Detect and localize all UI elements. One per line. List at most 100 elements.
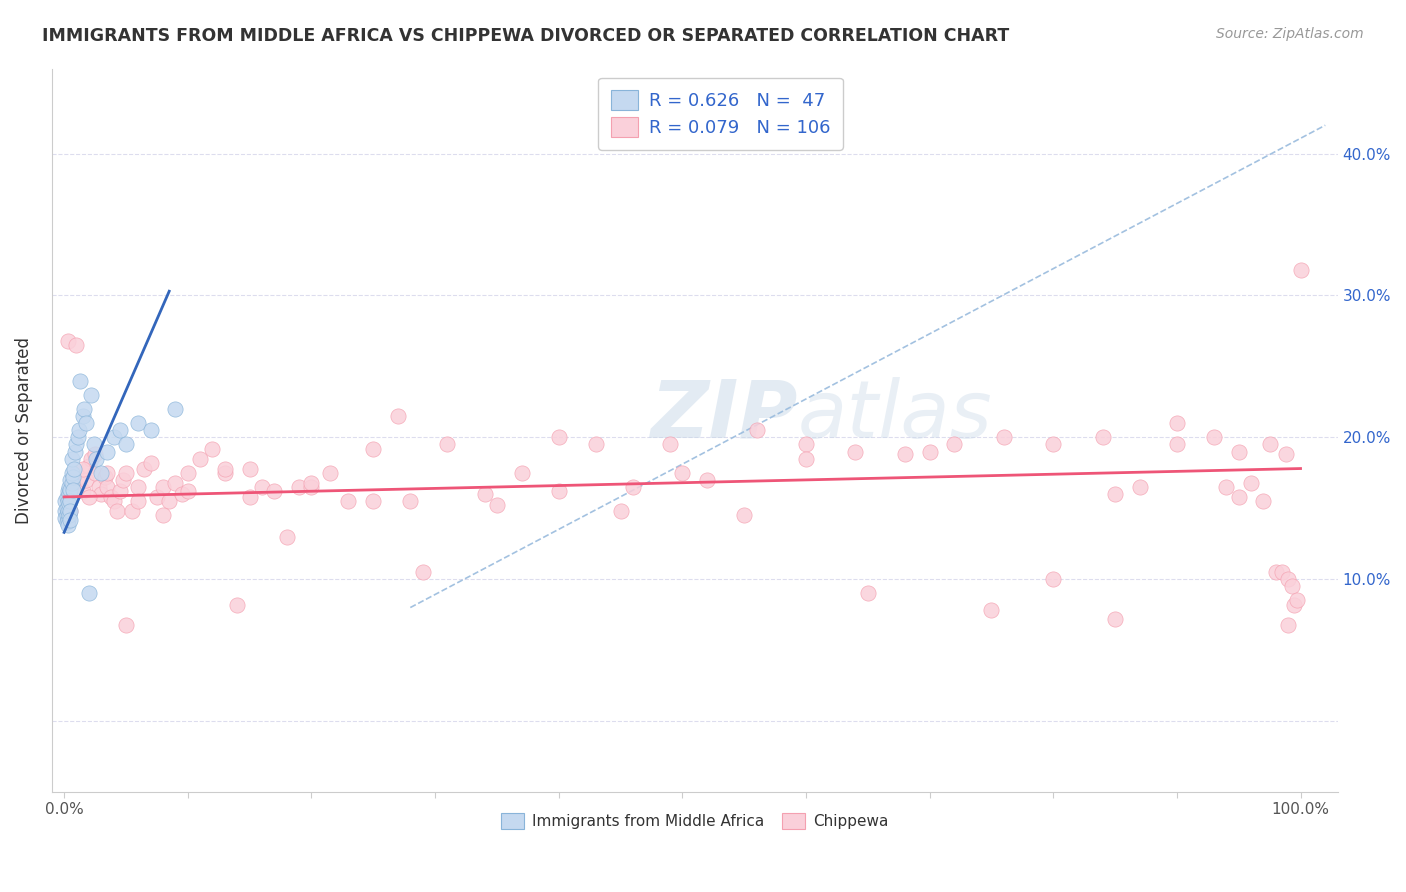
Point bbox=[94, 470, 117, 484]
Point bbox=[121, 504, 143, 518]
Point bbox=[794, 437, 817, 451]
Point bbox=[112, 473, 135, 487]
Point bbox=[1166, 437, 1188, 451]
Point bbox=[146, 490, 169, 504]
Point bbox=[75, 416, 97, 430]
Point bbox=[1271, 565, 1294, 579]
Point bbox=[387, 409, 409, 423]
Point bbox=[103, 494, 125, 508]
Point bbox=[412, 565, 434, 579]
Point bbox=[58, 480, 80, 494]
Point bbox=[201, 442, 224, 456]
Point bbox=[250, 480, 273, 494]
Point bbox=[609, 504, 631, 518]
Point bbox=[794, 451, 817, 466]
Point bbox=[1091, 430, 1114, 444]
Legend: Immigrants from Middle Africa, Chippewa: Immigrants from Middle Africa, Chippewa bbox=[495, 806, 894, 835]
Point bbox=[152, 480, 174, 494]
Point bbox=[214, 466, 236, 480]
Point bbox=[139, 423, 162, 437]
Point bbox=[73, 401, 96, 416]
Point bbox=[943, 437, 966, 451]
Point bbox=[115, 617, 138, 632]
Point bbox=[1274, 447, 1296, 461]
Point bbox=[1042, 437, 1064, 451]
Point bbox=[115, 437, 138, 451]
Point bbox=[299, 480, 322, 494]
Point bbox=[67, 475, 90, 490]
Point bbox=[100, 490, 122, 504]
Point bbox=[918, 444, 941, 458]
Point bbox=[62, 483, 84, 497]
Point bbox=[671, 466, 693, 480]
Point bbox=[56, 484, 79, 499]
Point bbox=[59, 504, 82, 518]
Point bbox=[60, 475, 83, 490]
Point bbox=[65, 437, 87, 451]
Point bbox=[56, 504, 79, 518]
Point bbox=[96, 480, 118, 494]
Point bbox=[103, 430, 125, 444]
Point bbox=[177, 466, 200, 480]
Point bbox=[56, 334, 79, 348]
Point bbox=[58, 497, 80, 511]
Point bbox=[659, 437, 682, 451]
Point bbox=[53, 494, 76, 508]
Point bbox=[856, 586, 879, 600]
Point bbox=[59, 504, 82, 518]
Point bbox=[63, 461, 86, 475]
Point bbox=[53, 511, 76, 525]
Point bbox=[1277, 572, 1299, 586]
Point bbox=[87, 480, 110, 494]
Point bbox=[108, 484, 131, 499]
Point bbox=[65, 466, 87, 480]
Point bbox=[139, 456, 162, 470]
Point bbox=[58, 487, 80, 501]
Point bbox=[59, 473, 82, 487]
Point bbox=[1129, 480, 1152, 494]
Point bbox=[319, 466, 342, 480]
Point bbox=[980, 603, 1002, 617]
Point bbox=[53, 504, 76, 518]
Text: ZIP: ZIP bbox=[650, 376, 797, 455]
Point bbox=[745, 423, 768, 437]
Point bbox=[1253, 494, 1275, 508]
Point bbox=[60, 451, 83, 466]
Point bbox=[157, 494, 180, 508]
Point bbox=[226, 598, 249, 612]
Point bbox=[1289, 263, 1312, 277]
Point bbox=[585, 437, 607, 451]
Y-axis label: Divorced or Separated: Divorced or Separated bbox=[15, 337, 32, 524]
Point bbox=[84, 447, 107, 461]
Point bbox=[696, 473, 718, 487]
Point bbox=[134, 461, 156, 475]
Point bbox=[55, 508, 77, 523]
Point bbox=[361, 494, 384, 508]
Point bbox=[170, 487, 193, 501]
Point bbox=[1258, 437, 1281, 451]
Point bbox=[75, 473, 97, 487]
Point bbox=[60, 466, 83, 480]
Point bbox=[1264, 565, 1286, 579]
Point bbox=[80, 388, 103, 402]
Point bbox=[63, 480, 86, 494]
Point bbox=[65, 444, 87, 458]
Point bbox=[733, 508, 755, 523]
Point bbox=[1227, 444, 1250, 458]
Point bbox=[115, 466, 138, 480]
Point bbox=[83, 437, 105, 451]
Point bbox=[77, 490, 100, 504]
Point bbox=[510, 466, 533, 480]
Point bbox=[993, 430, 1015, 444]
Point bbox=[59, 494, 82, 508]
Point bbox=[58, 508, 80, 523]
Point bbox=[72, 484, 94, 499]
Point bbox=[80, 451, 103, 466]
Point bbox=[90, 466, 112, 480]
Point bbox=[127, 416, 149, 430]
Point bbox=[621, 480, 644, 494]
Point bbox=[844, 444, 866, 458]
Point bbox=[1285, 593, 1308, 607]
Point bbox=[62, 470, 84, 484]
Point bbox=[547, 484, 569, 499]
